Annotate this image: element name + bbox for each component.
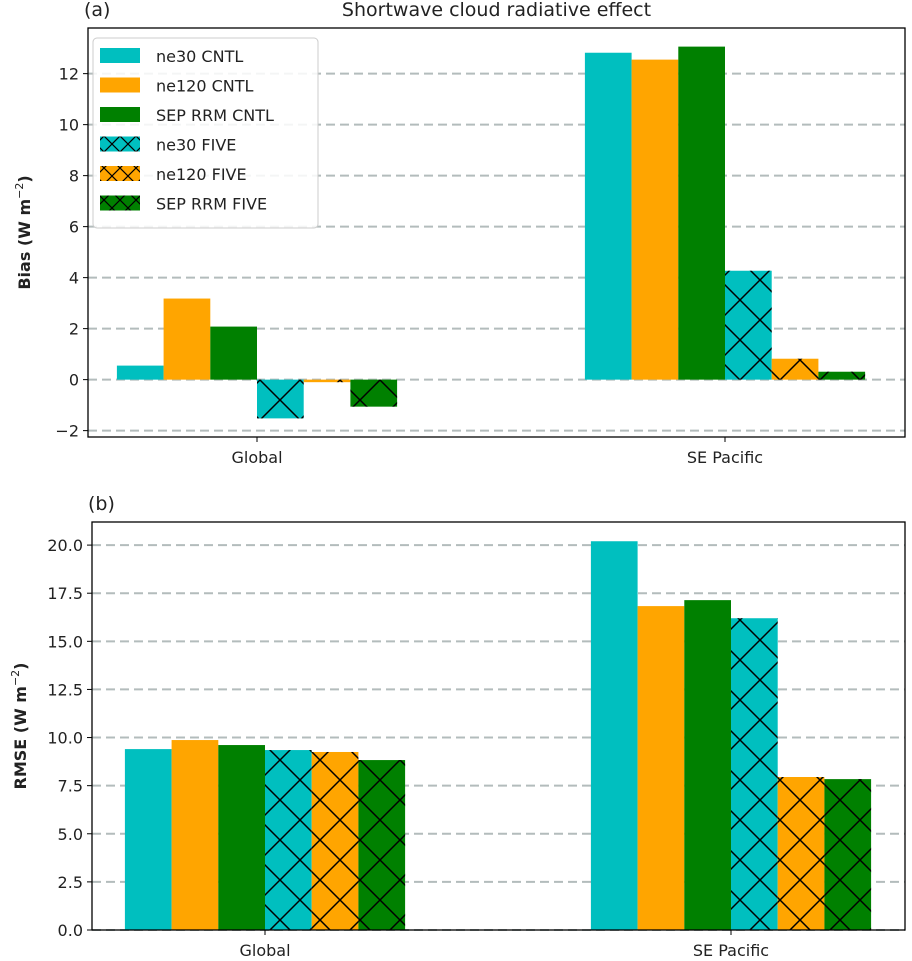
- bar-hatch: [303, 379, 351, 383]
- bar-ne120-cntl: [163, 298, 211, 380]
- y-tick-label: 5.0: [58, 825, 83, 844]
- y-tick-label: 15.0: [47, 632, 83, 651]
- bar-ne120-cntl: [631, 59, 679, 380]
- legend-box: [92, 37, 319, 229]
- y-tick-label: 17.5: [47, 584, 83, 603]
- legend-swatch-hatch: [100, 166, 140, 181]
- bar-hatch: [731, 618, 778, 930]
- legend-label: ne30 CNTL: [156, 47, 243, 66]
- x-tick-label: Global: [239, 941, 290, 957]
- y-tick-label: 12.5: [47, 680, 83, 699]
- bar-hatch: [771, 358, 819, 380]
- axes-frame: [87, 27, 906, 438]
- axes-frame: [91, 521, 906, 931]
- bar-hatch: [358, 760, 406, 930]
- bar-ne120-cntl: [171, 740, 219, 930]
- chart-title: Shortwave cloud radiative effect: [342, 0, 651, 21]
- y-tick-label: −2: [55, 422, 79, 441]
- bar-hatch: [257, 379, 304, 419]
- bar-hatch: [818, 371, 866, 380]
- legend: ne30 CNTL ne120 CNTL SEP RRM CNTL ne30 FIVE…: [92, 37, 319, 229]
- panel-b-rmse: 0.0 2.5 5.0 7.5 10.0 12.5 15.0 17.5 20.0 Global SE…: [9, 493, 906, 960]
- bar-sep-rrm-cntl: [678, 46, 725, 380]
- y-tick-label: 8: [69, 167, 79, 186]
- legend-swatch-hatch: [100, 136, 140, 152]
- bar-hatch: [311, 751, 359, 930]
- y-tick-label: 0: [69, 371, 79, 390]
- legend-label: SEP RRM CNTL: [156, 106, 274, 125]
- legend-swatch: [100, 77, 140, 93]
- bar-hatch: [725, 270, 772, 380]
- bar-ne30-cntl: [116, 365, 164, 380]
- x-tick-label: SE Pacific: [687, 448, 763, 467]
- bar-ne30-cntl: [124, 749, 172, 930]
- legend-label: ne120 CNTL: [156, 77, 254, 96]
- y-tick-label: 6: [69, 218, 79, 237]
- bar-sep-rrm-cntl: [684, 600, 731, 930]
- y-tick-label: 2: [69, 320, 79, 339]
- y-tick-label: 20.0: [47, 536, 83, 555]
- y-tick-label: 0.0: [58, 921, 83, 940]
- legend-label: ne30 FIVE: [156, 136, 236, 155]
- y-axis-label: Bias (W m−2): [13, 175, 34, 289]
- bar-sep-rrm-cntl: [218, 745, 265, 930]
- bar-ne30-cntl: [590, 541, 638, 930]
- panel-label: (b): [88, 493, 115, 515]
- y-tick-label: 7.5: [58, 777, 83, 796]
- panel-label: (a): [84, 0, 110, 21]
- bar-hatch: [777, 777, 825, 930]
- legend-label: ne120 FIVE: [156, 165, 247, 184]
- x-tick-label: SE Pacific: [693, 941, 769, 957]
- bar-hatch: [350, 379, 398, 407]
- y-tick-label: 10.0: [47, 729, 83, 748]
- x-tick-label: Global: [231, 448, 282, 467]
- legend-label: SEP RRM FIVE: [156, 195, 267, 214]
- y-tick-label: 4: [69, 269, 79, 288]
- bar-hatch: [265, 750, 312, 930]
- bar-ne120-cntl: [637, 606, 685, 930]
- legend-swatch-hatch: [100, 195, 140, 211]
- legend-swatch: [100, 48, 140, 63]
- bar-hatch: [824, 779, 872, 930]
- legend-swatch: [100, 107, 140, 122]
- y-tick-label: 2.5: [58, 873, 83, 892]
- panel-a-bias: −2 0 2 4 6 8 10 12 Global SE Pacific (a) Shortwave …: [13, 0, 906, 467]
- y-axis-label: RMSE (W m−2): [9, 663, 30, 790]
- bar-sep-rrm-cntl: [210, 326, 257, 380]
- y-tick-label: 12: [59, 65, 79, 84]
- y-tick-label: 10: [59, 116, 79, 135]
- bar-ne30-cntl: [584, 52, 632, 380]
